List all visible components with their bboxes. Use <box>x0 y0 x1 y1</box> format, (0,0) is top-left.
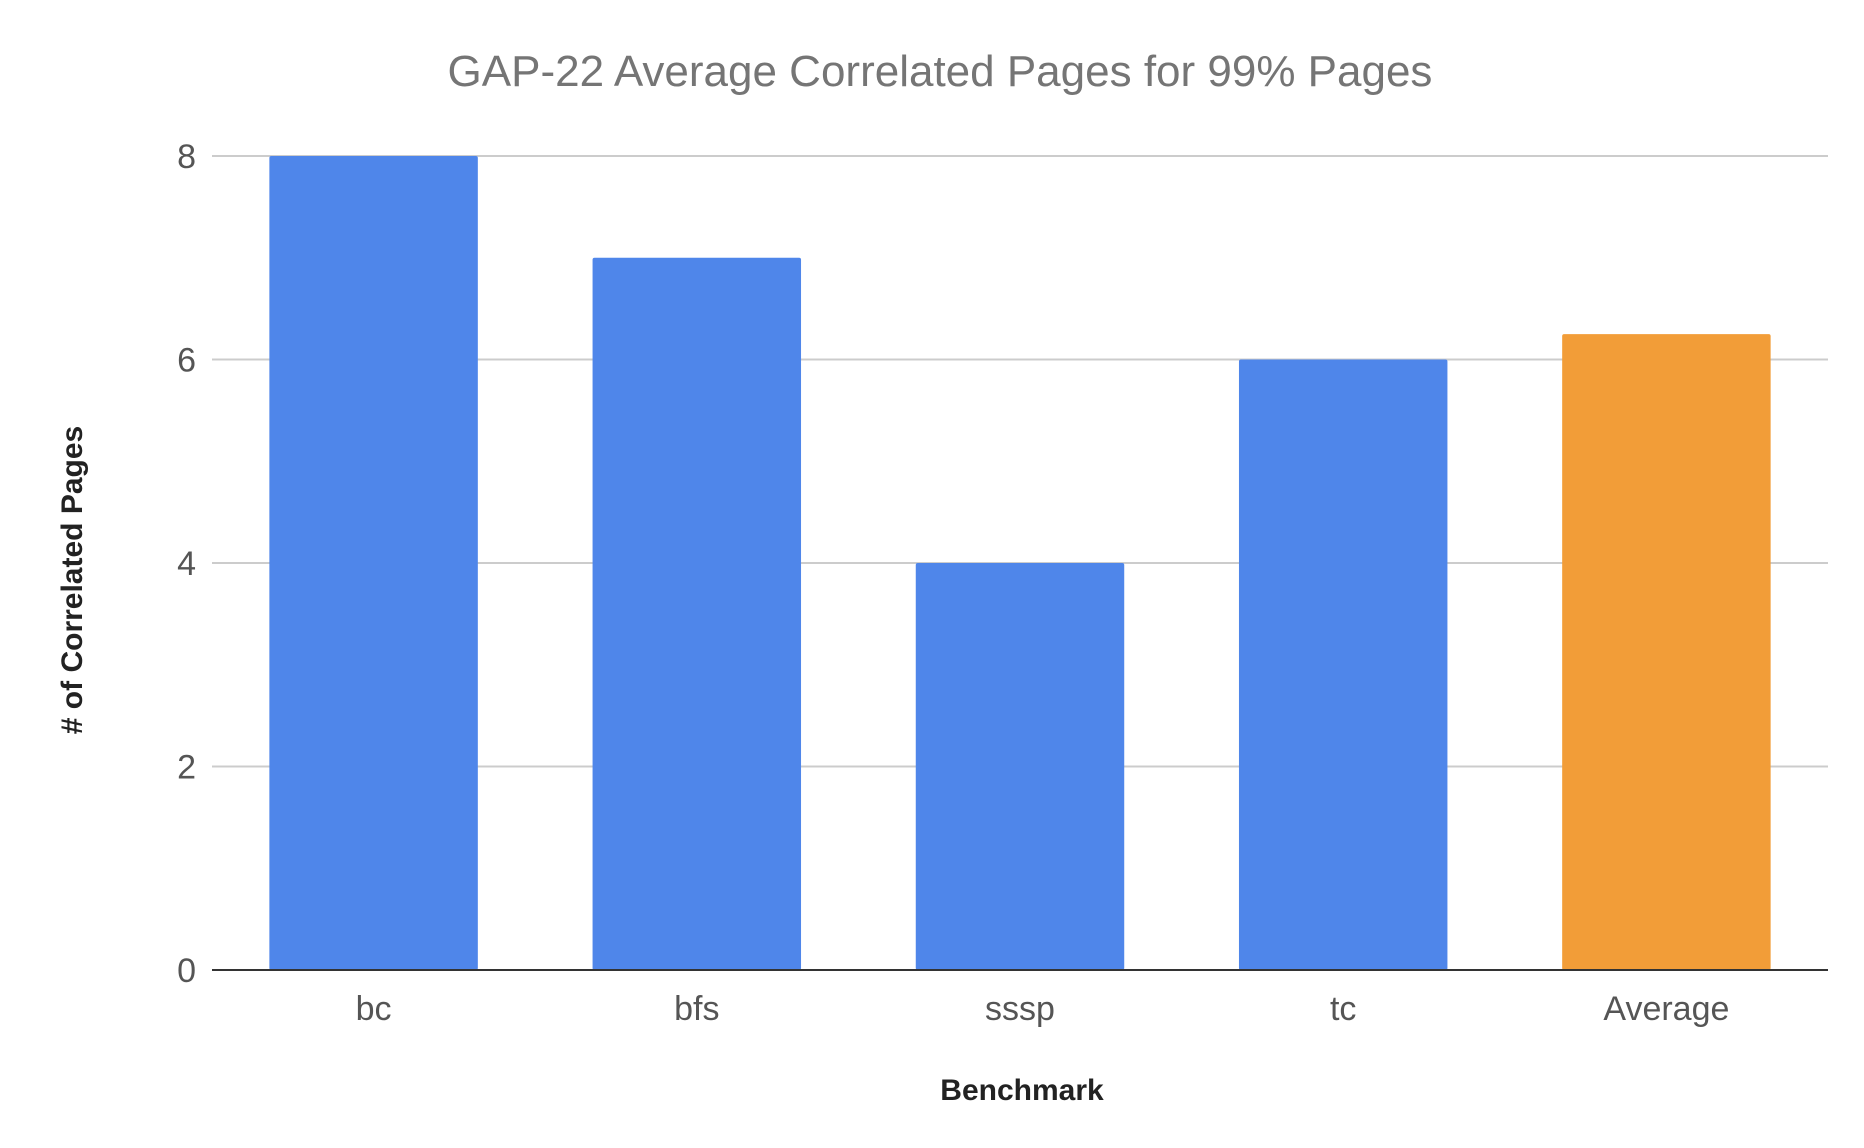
x-axis-title: Benchmark <box>940 1074 1104 1107</box>
chart-title: GAP-22 Average Correlated Pages for 99% … <box>448 47 1433 96</box>
y-tick-label: 8 <box>177 138 196 176</box>
y-axis-title: # of Correlated Pages <box>56 426 89 734</box>
y-tick-label: 6 <box>177 342 196 380</box>
bar-bc <box>269 156 478 970</box>
y-tick-label: 4 <box>177 545 196 583</box>
bar-bfs <box>592 257 802 970</box>
bars <box>269 156 1771 970</box>
x-tick-label: tc <box>1330 990 1356 1028</box>
x-axis-ticks: bc bfs sssp tc Average <box>356 990 1730 1028</box>
y-axis-ticks: 0 2 4 6 8 <box>177 138 196 990</box>
x-tick-label: bc <box>356 990 392 1028</box>
x-tick-label: sssp <box>985 990 1055 1028</box>
y-tick-label: 2 <box>177 749 196 787</box>
bar-average <box>1562 334 1771 970</box>
bar-sssp <box>915 563 1125 970</box>
x-tick-label: bfs <box>674 990 719 1028</box>
y-tick-label: 0 <box>177 952 196 990</box>
bar-tc <box>1238 359 1448 970</box>
x-tick-label: Average <box>1603 990 1729 1028</box>
